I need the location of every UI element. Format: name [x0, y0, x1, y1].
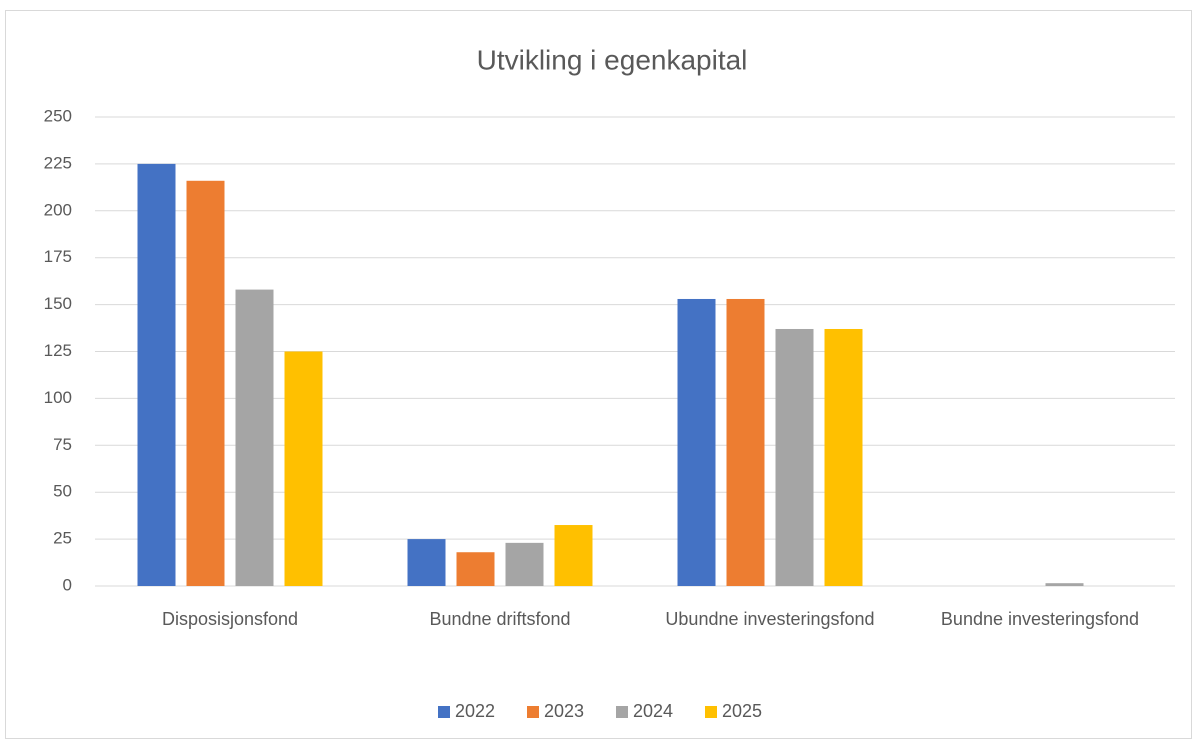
x-tick-label: Bundne investeringsfond — [941, 609, 1139, 629]
legend-label: 2025 — [722, 701, 762, 721]
bar — [554, 525, 593, 586]
bar — [407, 539, 446, 586]
x-tick-label: Bundne driftsfond — [429, 609, 570, 629]
legend-swatch — [705, 706, 717, 718]
legend-swatch — [616, 706, 628, 718]
y-tick-label: 150 — [44, 294, 72, 313]
bar — [726, 298, 765, 586]
y-tick-label: 25 — [53, 529, 72, 548]
bar — [505, 542, 544, 586]
bar — [137, 163, 176, 586]
y-tick-label: 175 — [44, 247, 72, 266]
y-tick-label: 0 — [63, 575, 72, 594]
legend-label: 2024 — [633, 701, 673, 721]
x-tick-label: Ubundne investeringsfond — [665, 609, 874, 629]
x-tick-label: Disposisjonsfond — [162, 609, 298, 629]
y-tick-label: 100 — [44, 388, 72, 407]
bar — [235, 289, 274, 586]
legend-label: 2022 — [455, 701, 495, 721]
y-tick-label: 225 — [44, 153, 72, 172]
chart-title: Utvikling i egenkapital — [477, 44, 748, 75]
bar — [186, 180, 225, 586]
y-tick-label: 250 — [44, 106, 72, 125]
legend-label: 2023 — [544, 701, 584, 721]
bar — [775, 328, 814, 586]
bar — [677, 298, 716, 586]
bar — [824, 328, 863, 586]
y-tick-label: 75 — [53, 435, 72, 454]
y-tick-label: 200 — [44, 200, 72, 219]
bar — [1045, 583, 1084, 586]
y-tick-label: 125 — [44, 341, 72, 360]
legend-swatch — [527, 706, 539, 718]
chart-border — [5, 10, 1192, 739]
y-tick-label: 50 — [53, 482, 72, 501]
legend-swatch — [438, 706, 450, 718]
bar — [456, 552, 495, 586]
bar — [284, 351, 323, 586]
